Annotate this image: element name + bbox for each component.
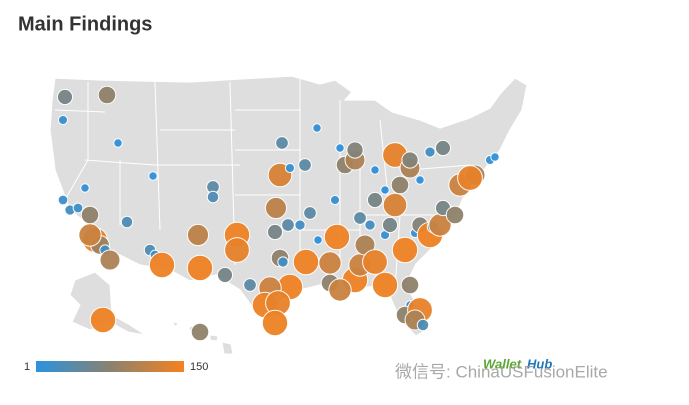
city-bubble[interactable]: [318, 251, 342, 275]
city-bubble[interactable]: [364, 219, 376, 231]
city-bubble[interactable]: [89, 306, 117, 334]
bubbles: [56, 85, 500, 342]
city-bubble[interactable]: [261, 309, 289, 337]
city-bubble[interactable]: [335, 143, 345, 153]
city-bubble[interactable]: [80, 183, 90, 193]
city-bubble[interactable]: [120, 215, 134, 229]
city-bubble[interactable]: [416, 318, 430, 332]
city-bubble[interactable]: [390, 175, 410, 195]
city-bubble[interactable]: [148, 251, 176, 279]
city-bubble[interactable]: [323, 223, 351, 251]
city-bubble[interactable]: [303, 206, 317, 220]
city-bubble[interactable]: [294, 219, 306, 231]
city-bubble[interactable]: [370, 165, 380, 175]
city-bubble[interactable]: [97, 85, 117, 105]
title: Main Findings: [18, 13, 152, 35]
city-bubble[interactable]: [78, 223, 102, 247]
city-bubble[interactable]: [434, 139, 452, 157]
us-map: [49, 75, 528, 337]
city-bubble[interactable]: [56, 88, 74, 106]
city-bubble[interactable]: [298, 158, 312, 172]
city-bubble[interactable]: [243, 278, 257, 292]
city-bubble[interactable]: [424, 146, 436, 158]
city-bubble[interactable]: [312, 123, 322, 133]
city-bubble[interactable]: [264, 196, 288, 220]
city-bubble[interactable]: [382, 192, 408, 218]
city-bubble[interactable]: [371, 271, 399, 299]
city-bubble[interactable]: [113, 138, 123, 148]
city-bubble[interactable]: [277, 256, 289, 268]
city-bubble[interactable]: [275, 136, 289, 150]
city-bubble[interactable]: [401, 151, 419, 169]
city-bubble[interactable]: [57, 194, 69, 206]
alaska: [69, 271, 146, 336]
city-bubble[interactable]: [206, 190, 220, 204]
logo-second: Hub: [527, 356, 552, 371]
city-bubble[interactable]: [292, 248, 320, 276]
city-bubble[interactable]: [353, 211, 367, 225]
city-bubble[interactable]: [400, 275, 420, 295]
city-bubble[interactable]: [284, 162, 296, 174]
legend-max: 150: [190, 361, 208, 373]
city-bubble[interactable]: [57, 114, 69, 126]
city-bubble[interactable]: [224, 237, 250, 263]
watermark: 微信号: ChinaUSFusionElite: [395, 362, 608, 381]
logo-first: Wallet: [483, 356, 522, 371]
city-bubble[interactable]: [190, 322, 210, 342]
city-bubble[interactable]: [186, 254, 214, 282]
city-bubble[interactable]: [186, 223, 210, 247]
city-bubble[interactable]: [329, 194, 341, 206]
legend-min: 1: [24, 361, 30, 373]
city-bubble[interactable]: [266, 223, 284, 241]
city-bubble[interactable]: [148, 171, 158, 181]
city-bubble[interactable]: [281, 218, 295, 232]
city-bubble[interactable]: [216, 266, 234, 284]
city-bubble[interactable]: [445, 205, 465, 225]
city-bubble[interactable]: [313, 235, 323, 245]
city-bubble[interactable]: [381, 216, 399, 234]
city-bubble[interactable]: [380, 185, 390, 195]
city-bubble[interactable]: [99, 249, 121, 271]
city-bubble[interactable]: [328, 278, 352, 302]
city-bubble[interactable]: [366, 191, 384, 209]
city-bubble[interactable]: [346, 141, 364, 159]
city-bubble[interactable]: [362, 249, 388, 275]
city-bubble[interactable]: [80, 205, 100, 225]
city-bubble[interactable]: [391, 236, 419, 264]
city-bubble[interactable]: [72, 202, 84, 214]
city-bubble[interactable]: [457, 165, 483, 191]
city-bubble[interactable]: [415, 175, 425, 185]
city-bubble[interactable]: [490, 152, 500, 162]
legend-bar: [36, 361, 184, 372]
